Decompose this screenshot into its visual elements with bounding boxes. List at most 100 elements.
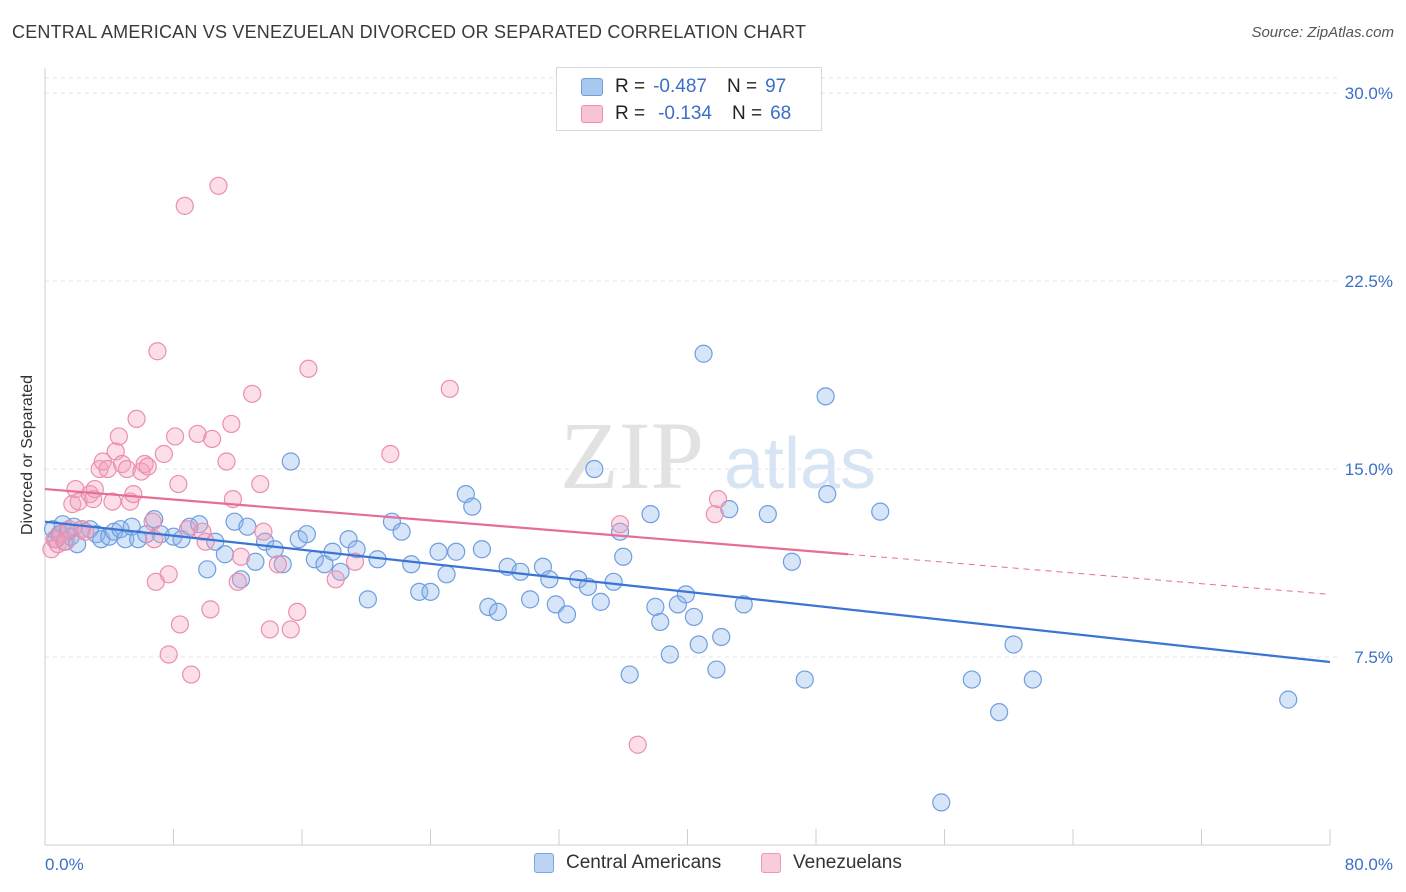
data-point — [708, 490, 728, 509]
data-point — [440, 379, 459, 398]
data-point — [281, 620, 300, 639]
data-point — [421, 582, 440, 601]
legend-r-label: R = — [615, 103, 646, 124]
legend-swatch-pink — [581, 105, 603, 123]
data-point — [591, 592, 610, 611]
data-point — [962, 670, 981, 689]
data-point — [620, 665, 639, 684]
data-point — [159, 565, 178, 584]
data-point — [402, 555, 421, 574]
data-point — [604, 572, 623, 591]
y-axis-label: Divorced or Separated — [19, 374, 36, 536]
data-point — [463, 497, 482, 516]
y-tick-label: 22.5% — [1345, 272, 1393, 291]
legend-n-value: 97 — [765, 76, 787, 97]
data-point — [143, 512, 162, 531]
data-point — [782, 552, 802, 571]
data-point — [193, 522, 212, 541]
data-point — [614, 547, 633, 566]
data-point — [135, 454, 154, 474]
data-point — [610, 515, 630, 534]
trend-line — [44, 487, 849, 556]
legend-swatch-blue — [534, 853, 554, 873]
data-point — [109, 427, 128, 446]
legend-r-value: -0.487 — [653, 76, 707, 97]
data-point — [1004, 635, 1023, 654]
legend-n-value: 68 — [770, 103, 792, 124]
legend-label: Venezuelans — [793, 852, 902, 873]
data-point — [818, 484, 837, 504]
axes — [44, 68, 1331, 846]
data-point — [297, 525, 316, 544]
legend-r-value: -0.134 — [658, 103, 712, 124]
data-point — [816, 387, 835, 406]
data-point — [166, 427, 185, 446]
data-point — [381, 444, 400, 464]
data-point — [437, 565, 456, 584]
data-point — [243, 384, 262, 403]
data-point — [202, 429, 222, 449]
data-point — [260, 620, 279, 639]
data-point — [222, 414, 241, 434]
legend-row-venezuelans: R = -0.134 N = 68 — [557, 101, 791, 127]
legend-row-central-americans: R = -0.487 N = 97 — [557, 74, 786, 100]
data-point — [628, 735, 647, 754]
data-point — [138, 457, 157, 476]
data-point — [217, 452, 236, 471]
data-point — [472, 540, 491, 559]
x-tick-label: 0.0% — [45, 855, 84, 874]
data-point — [201, 600, 220, 619]
data-point — [112, 454, 132, 474]
data-point — [231, 547, 251, 566]
data-point — [1279, 690, 1298, 709]
data-point — [124, 484, 143, 504]
data-point — [148, 342, 167, 361]
data-point — [228, 572, 247, 591]
data-point — [758, 505, 777, 524]
data-point — [209, 176, 228, 195]
data-point — [676, 585, 695, 604]
data-point — [231, 570, 251, 589]
data-point — [268, 555, 288, 574]
data-point — [182, 665, 201, 684]
data-point — [585, 459, 604, 479]
data-point — [520, 590, 540, 609]
data-point — [159, 645, 178, 664]
x-tick-label: 80.0% — [1345, 855, 1393, 874]
data-point — [345, 552, 365, 571]
watermark-atlas: atlas — [724, 424, 876, 504]
data-point — [127, 409, 146, 429]
trend-line — [848, 553, 1331, 595]
source-label: Source: ZipAtlas.com — [1251, 24, 1394, 41]
data-point — [238, 517, 257, 536]
data-point — [288, 602, 307, 622]
data-point — [1023, 670, 1042, 689]
data-point — [265, 540, 284, 559]
legend-r-label: R = — [615, 76, 646, 97]
trend-line — [44, 520, 1331, 664]
data-point — [103, 492, 122, 511]
data-point — [196, 532, 215, 551]
chart-title: CENTRAL AMERICAN VS VENEZUELAN DIVORCED … — [12, 22, 807, 42]
data-point — [326, 570, 345, 589]
data-point — [646, 597, 665, 616]
data-point — [712, 627, 731, 647]
data-point — [447, 542, 466, 561]
series-central-americans — [43, 344, 1298, 812]
legend-label: Central Americans — [566, 852, 722, 873]
data-point — [488, 602, 508, 622]
data-point — [871, 502, 890, 521]
data-point — [707, 660, 726, 679]
data-point — [117, 459, 137, 479]
data-point — [175, 196, 194, 215]
legend-item-central-americans: Central Americans — [534, 852, 721, 874]
correlation-legend: R = -0.487 N = 97 R = -0.134 N = 68 — [556, 67, 822, 131]
y-tick-label: 30.0% — [1345, 84, 1393, 103]
data-point — [281, 452, 300, 471]
legend-item-venezuelans: Venezuelans — [761, 852, 902, 874]
legend-n-label: N = — [726, 76, 758, 97]
data-point — [795, 670, 814, 689]
data-point — [358, 590, 377, 609]
data-point — [251, 474, 270, 494]
